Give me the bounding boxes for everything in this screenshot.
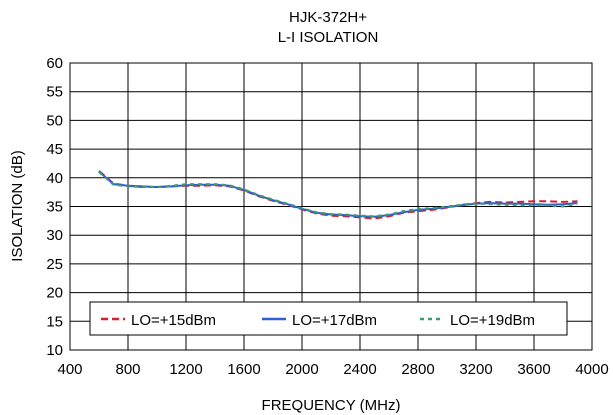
x-tick-label: 4000 [575, 361, 608, 378]
legend-box [89, 301, 568, 336]
chart-subtitle: L-I ISOLATION [278, 29, 379, 46]
y-tick-label: 35 [46, 199, 63, 216]
x-axis-label: FREQUENCY (MHz) [262, 397, 401, 414]
axis-ticks: 10 15 20 25 30 35 40 45 50 55 60 400 800 1200 1600 2000… [46, 55, 608, 378]
y-tick-label: 10 [46, 342, 63, 359]
x-tick-label: 1600 [227, 361, 260, 378]
legend: LO=+15dBm LO=+17dBm LO=+19dBm [89, 301, 568, 336]
y-tick-label: 40 [46, 170, 63, 187]
y-tick-label: 25 [46, 256, 63, 273]
x-tick-label: 2800 [401, 361, 434, 378]
x-tick-label: 2400 [343, 361, 376, 378]
series-line-3 [98, 171, 578, 218]
chart-title: HJK-372H+ [289, 9, 367, 26]
x-tick-label: 2000 [285, 361, 318, 378]
plot-frame [69, 62, 593, 351]
y-tick-label: 60 [46, 55, 63, 72]
legend-label-2: LO=+17dBm [292, 312, 377, 329]
x-tick-label: 1200 [169, 361, 202, 378]
y-tick-label: 20 [46, 285, 63, 302]
x-tick-label: 3200 [459, 361, 492, 378]
legend-label-3: LO=+19dBm [450, 312, 535, 329]
y-tick-label: 45 [46, 141, 63, 158]
x-tick-label: 400 [57, 361, 82, 378]
series-line-1 [98, 170, 578, 220]
legend-label-1: LO=+15dBm [131, 312, 216, 329]
y-tick-label: 55 [46, 84, 63, 101]
y-tick-label: 30 [46, 227, 63, 244]
y-axis-label: ISOLATION (dB) [9, 150, 26, 261]
x-tick-label: 3600 [517, 361, 550, 378]
x-tick-label: 800 [115, 361, 140, 378]
y-tick-label: 50 [46, 112, 63, 129]
y-tick-label: 15 [46, 313, 63, 330]
series-lines [98, 170, 578, 220]
